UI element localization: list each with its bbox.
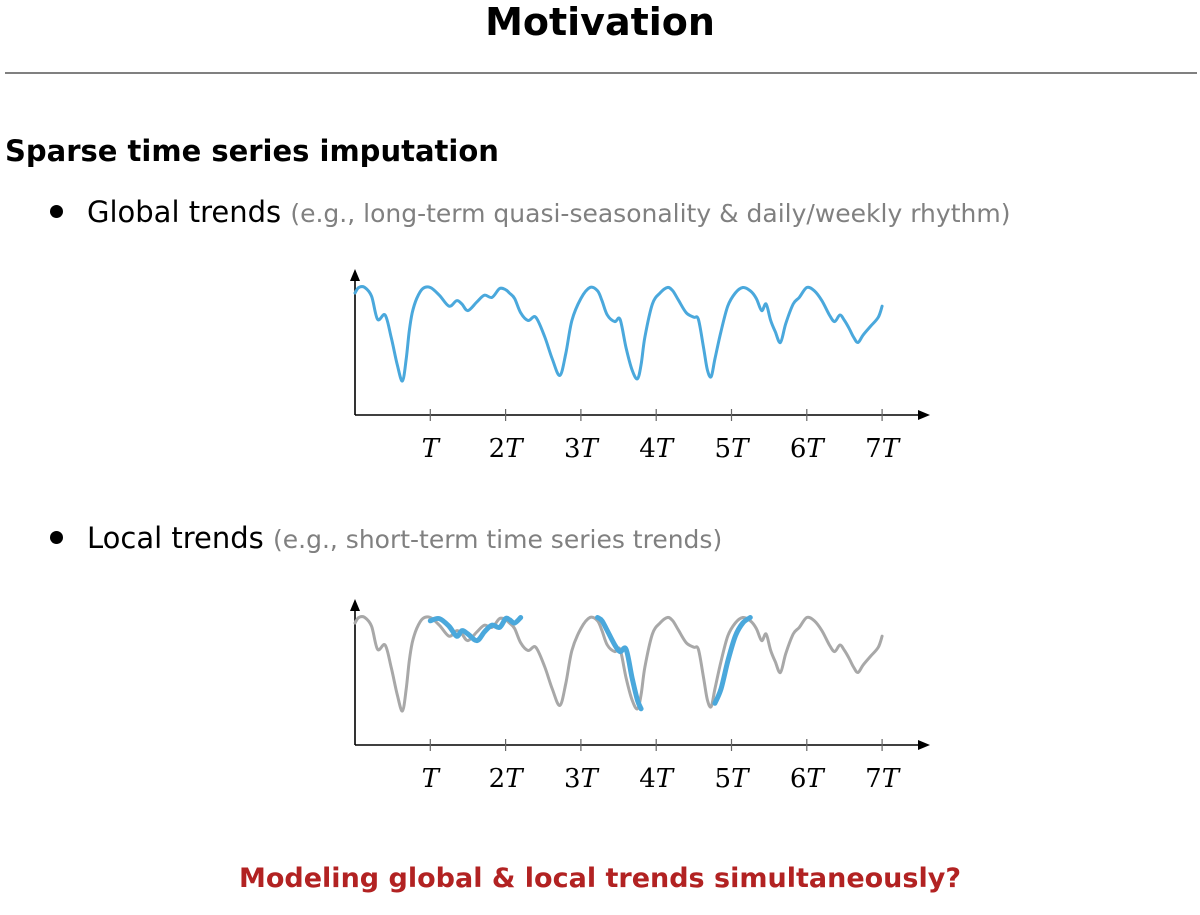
local-trends-chart: T 2T 3T 4T 5T 6T 7T — [0, 585, 1200, 805]
x-tick-label: T — [422, 434, 441, 464]
series-line — [353, 615, 884, 713]
bullet-label: Local trends — [87, 521, 264, 555]
y-axis-arrow-icon — [350, 599, 360, 611]
slide-title: Motivation — [485, 0, 715, 44]
y-axis-arrow-icon — [350, 269, 360, 281]
global-trends-chart-svg: T 2T 3T 4T 5T 6T 7T — [350, 269, 930, 464]
bullet-note: (e.g., short-term time series trends) — [273, 525, 723, 554]
local-trends-chart-svg: T 2T 3T 4T 5T 6T 7T — [350, 599, 930, 794]
closing-question: Modeling global & local trends simultane… — [239, 863, 961, 894]
x-tick-label: 4T — [639, 764, 675, 794]
series-line — [353, 285, 884, 383]
x-tick-label: 3T — [564, 434, 600, 464]
x-axis-arrow-icon — [918, 410, 930, 420]
x-tick-label: 5T — [715, 764, 751, 794]
x-tick-label: 7T — [865, 764, 901, 794]
bullet-label: Global trends — [87, 195, 282, 229]
x-tick-label: 2T — [489, 764, 525, 794]
highlighted-segment-line — [712, 615, 753, 706]
x-tick-label: 6T — [790, 434, 826, 464]
bullet-dot-icon — [50, 204, 63, 218]
bullet-dot-icon — [50, 530, 63, 544]
bullet-note: (e.g., long-term quasi-seasonality & dai… — [290, 199, 1011, 228]
section-heading: Sparse time series imputation — [5, 134, 499, 168]
x-tick-label: 3T — [564, 764, 600, 794]
x-axis-arrow-icon — [918, 740, 930, 750]
highlighted-segment-line — [595, 615, 644, 712]
title-divider — [5, 72, 1197, 74]
global-trends-chart: T 2T 3T 4T 5T 6T 7T — [0, 255, 1200, 475]
x-tick-label: 6T — [790, 764, 826, 794]
x-tick-label: T — [422, 764, 441, 794]
x-tick-label: 5T — [715, 434, 751, 464]
bullet-local-trends: Local trends (e.g., short-term time seri… — [50, 520, 722, 558]
highlighted-segment-line — [427, 615, 524, 644]
bullet-global-trends: Global trends (e.g., long-term quasi-sea… — [50, 194, 1010, 232]
x-tick-label: 7T — [865, 434, 901, 464]
x-tick-label: 4T — [639, 434, 675, 464]
x-tick-label: 2T — [489, 434, 525, 464]
